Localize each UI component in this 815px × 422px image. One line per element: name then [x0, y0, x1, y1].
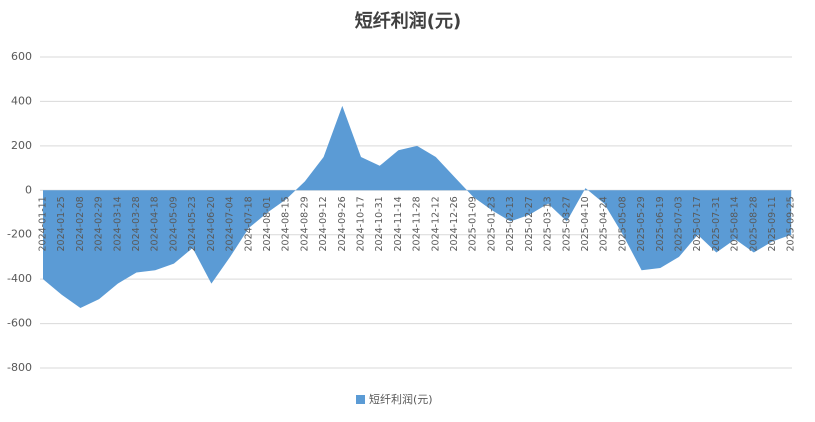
x-tick-label: 2025-07-31	[711, 196, 722, 251]
x-tick-label: 2024-11-28	[412, 196, 423, 251]
x-tick-label: 2025-09-11	[767, 196, 778, 251]
x-tick-label: 2024-05-09	[168, 196, 179, 251]
x-tick-label: 2024-10-31	[374, 196, 385, 251]
x-tick-label: 2024-08-29	[299, 196, 310, 251]
x-tick-label: 2025-02-27	[524, 196, 535, 251]
y-tick-label: -600	[7, 317, 32, 330]
x-tick-label: 2025-05-29	[636, 196, 647, 251]
x-tick-label: 2024-07-04	[225, 196, 236, 251]
x-tick-label: 2025-02-13	[505, 196, 516, 251]
x-tick-label: 2024-08-15	[281, 196, 292, 251]
legend-label: 短纤利润(元)	[369, 392, 433, 406]
x-tick-label: 2024-09-12	[318, 196, 329, 251]
x-tick-label: 2024-01-11	[38, 196, 49, 251]
chart-title: 短纤利润(元)	[355, 10, 461, 32]
x-tick-label: 2025-03-13	[543, 196, 554, 251]
x-tick-label: 2025-08-28	[748, 196, 759, 251]
x-tick-label: 2024-04-18	[150, 196, 161, 251]
x-tick-label: 2024-06-20	[206, 196, 217, 251]
x-tick-label: 2024-08-01	[262, 196, 273, 251]
y-tick-label: 400	[11, 94, 32, 107]
x-tick-label: 2025-09-25	[786, 196, 797, 251]
x-tick-label: 2024-12-12	[430, 196, 441, 251]
x-tick-label: 2024-07-18	[243, 196, 254, 251]
x-tick-label: 2025-08-14	[730, 196, 741, 251]
x-tick-label: 2025-03-27	[561, 196, 572, 251]
x-tick-label: 2024-09-26	[337, 196, 348, 251]
x-tick-label: 2025-01-09	[468, 196, 479, 251]
legend-swatch	[356, 395, 365, 404]
x-tick-label: 2024-02-29	[94, 196, 105, 251]
x-tick-label: 2025-04-10	[580, 196, 591, 251]
x-tick-label: 2024-11-14	[393, 196, 404, 251]
y-tick-label: -200	[7, 228, 32, 241]
x-tick-label: 2025-01-23	[486, 196, 497, 251]
x-tick-label: 2024-10-17	[356, 196, 367, 251]
y-tick-label: 600	[11, 50, 32, 63]
x-tick-label: 2025-07-17	[692, 196, 703, 251]
x-tick-label: 2025-07-03	[674, 196, 685, 251]
y-tick-label: 200	[11, 139, 32, 152]
y-tick-label: 0	[25, 183, 32, 196]
x-tick-label: 2024-12-26	[449, 196, 460, 251]
x-tick-label: 2024-05-23	[187, 196, 198, 251]
y-tick-label: -400	[7, 272, 32, 285]
y-tick-label: -800	[7, 361, 32, 374]
x-tick-label: 2025-06-19	[655, 196, 666, 251]
x-tick-label: 2024-03-14	[112, 196, 123, 251]
area	[43, 105, 792, 309]
x-tick-label: 2024-03-28	[131, 196, 142, 251]
x-tick-label: 2025-05-08	[617, 196, 628, 251]
x-tick-label: 2024-01-25	[56, 196, 67, 251]
x-tick-label: 2024-02-08	[75, 196, 86, 251]
x-tick-label: 2025-04-24	[599, 196, 610, 251]
